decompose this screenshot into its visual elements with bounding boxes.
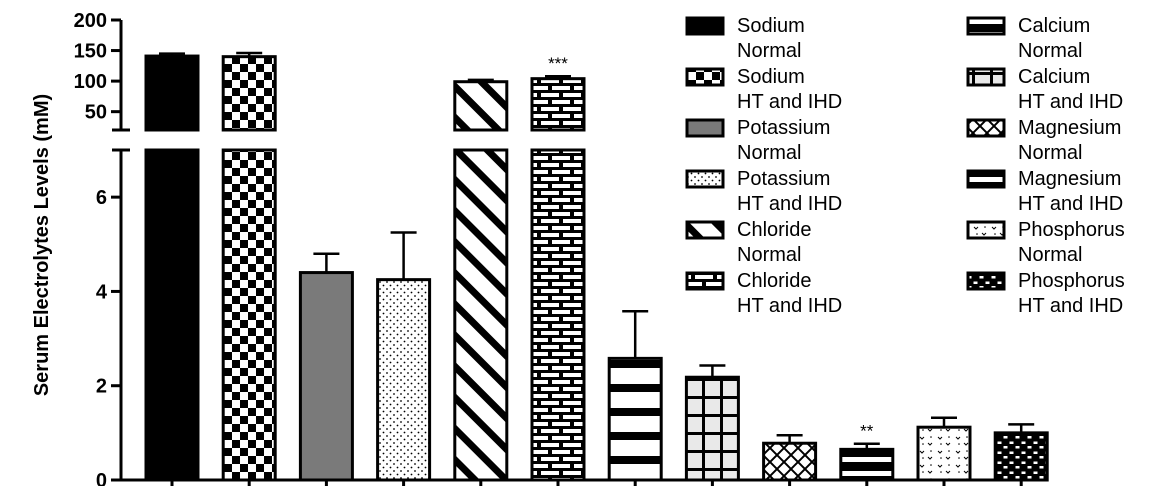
- bar-group: [221, 51, 277, 486]
- bar-group: [298, 252, 354, 486]
- y-tick-label: 150: [74, 41, 107, 63]
- legend-label-group: Normal: [1018, 142, 1082, 164]
- bar-group: [376, 231, 432, 486]
- legend-swatch: [685, 67, 725, 87]
- legend-item: Magnesium Normal: [966, 117, 1121, 164]
- legend-swatch: [685, 271, 725, 291]
- legend-label-group: Normal: [737, 40, 801, 62]
- legend-swatch: [685, 118, 725, 138]
- bar-group: [607, 309, 663, 486]
- legend-item: Chloride HT and IHD: [685, 270, 842, 317]
- bar: [684, 375, 740, 482]
- bar: [839, 447, 895, 482]
- legend-label-name: Potassium: [737, 168, 830, 190]
- legend-item: Potassium Normal: [685, 117, 830, 164]
- legend-swatch: [966, 67, 1006, 87]
- bar-upper-segment: [221, 55, 277, 132]
- legend-item: Magnesium HT and IHD: [966, 168, 1123, 215]
- bar-group: [684, 364, 740, 486]
- y-tick-label: 4: [96, 281, 108, 303]
- bar-upper-segment: [453, 80, 509, 132]
- bar-group: [916, 416, 972, 486]
- bar-lower-segment: [453, 148, 509, 482]
- legend-label-group: Normal: [1018, 244, 1082, 266]
- legend-label-group: Normal: [737, 142, 801, 164]
- legend-swatch: [966, 220, 1006, 240]
- legend-swatch: [966, 271, 1006, 291]
- bar: [376, 278, 432, 482]
- legend-label-name: Magnesium: [1018, 168, 1121, 190]
- legend-item: Calcium HT and IHD: [966, 66, 1123, 113]
- legend-label-group: HT and IHD: [737, 295, 842, 317]
- y-tick-label: 100: [74, 71, 107, 93]
- bar-upper-segment: [144, 54, 200, 132]
- legend-label-group: HT and IHD: [1018, 193, 1123, 215]
- legend-label-group: HT and IHD: [737, 193, 842, 215]
- bar: [916, 425, 972, 482]
- y-tick-label: 2: [96, 376, 107, 398]
- legend-label-name: Calcium: [1018, 15, 1090, 37]
- bar-group: [993, 423, 1049, 486]
- y-tick-label: 6: [96, 187, 107, 209]
- legend-label-name: Phosphorus: [1018, 270, 1125, 292]
- significance-label: ***: [548, 54, 568, 73]
- bar: [762, 441, 818, 482]
- y-tick-label: 200: [74, 10, 107, 32]
- bar: [298, 271, 354, 482]
- bar-upper-segment: [530, 77, 586, 132]
- bar: [993, 431, 1049, 482]
- legend-label-group: HT and IHD: [1018, 91, 1123, 113]
- y-tick-label: 50: [85, 102, 107, 124]
- y-tick-label: 0: [96, 470, 107, 486]
- legend: Sodium Normal Sodium HT and IHD Potassium Nor…: [685, 15, 1125, 317]
- legend-swatch: [685, 16, 725, 36]
- legend-label-name: Sodium: [737, 66, 805, 88]
- bar-group: ***: [530, 54, 586, 486]
- legend-swatch: [685, 220, 725, 240]
- significance-label: **: [860, 422, 874, 441]
- legend-item: Phosphorus Normal: [966, 219, 1125, 266]
- legend-label-group: Normal: [737, 244, 801, 266]
- legend-item: Phosphorus HT and IHD: [966, 270, 1125, 317]
- legend-label-name: Sodium: [737, 15, 805, 37]
- legend-item: Sodium HT and IHD: [685, 66, 842, 113]
- legend-swatch: [966, 169, 1006, 189]
- bar: [607, 356, 663, 482]
- bar-lower-segment: [221, 148, 277, 482]
- legend-item: Chloride Normal: [685, 219, 811, 266]
- legend-label-name: Phosphorus: [1018, 219, 1125, 241]
- legend-item: Calcium Normal: [966, 15, 1090, 62]
- bars: *****: [144, 51, 1049, 486]
- legend-label-name: Chloride: [737, 219, 811, 241]
- y-axis-title: Serum Electrolytes Levels (mM): [31, 94, 53, 396]
- legend-swatch: [966, 118, 1006, 138]
- legend-swatch: [966, 16, 1006, 36]
- legend-swatch: [685, 169, 725, 189]
- legend-item: Sodium Normal: [685, 15, 805, 62]
- legend-label-name: Magnesium: [1018, 117, 1121, 139]
- legend-label-name: Calcium: [1018, 66, 1090, 88]
- bar-group: [144, 52, 200, 486]
- bar-group: [453, 78, 509, 486]
- legend-label-name: Chloride: [737, 270, 811, 292]
- legend-label-group: Normal: [1018, 40, 1082, 62]
- bar-lower-segment: [530, 148, 586, 482]
- legend-label-group: HT and IHD: [737, 91, 842, 113]
- bar-lower-segment: [144, 148, 200, 482]
- bar-group: **: [839, 422, 895, 486]
- bar-group: [762, 433, 818, 486]
- legend-label-name: Potassium: [737, 117, 830, 139]
- legend-item: Potassium HT and IHD: [685, 168, 842, 215]
- legend-label-group: HT and IHD: [1018, 295, 1123, 317]
